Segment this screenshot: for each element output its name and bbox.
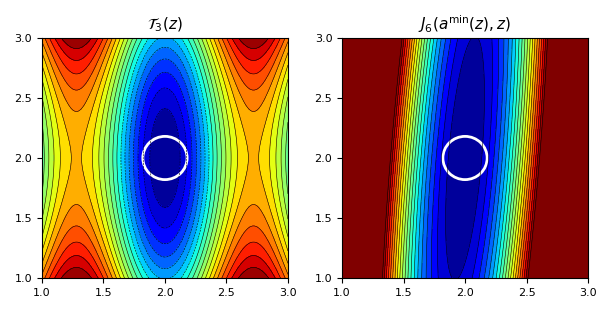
Title: $J_6(a^{\min}(z), z)$: $J_6(a^{\min}(z), z)$ xyxy=(418,13,512,34)
Title: $\mathcal{T}_3(z)$: $\mathcal{T}_3(z)$ xyxy=(147,16,183,34)
